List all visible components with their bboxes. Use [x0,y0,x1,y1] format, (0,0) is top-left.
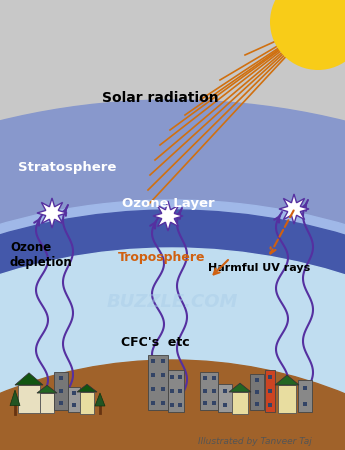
Text: BUZZLE.COM: BUZZLE.COM [106,293,238,311]
Bar [151,400,155,405]
Bar [268,388,272,392]
Circle shape [0,248,345,450]
Text: Ozone Layer: Ozone Layer [122,197,214,210]
Circle shape [270,0,345,70]
Bar [59,376,63,380]
Bar [303,386,307,390]
Bar [170,388,174,392]
Bar [265,370,275,412]
Text: Stratosphere: Stratosphere [18,162,116,175]
Bar [178,374,182,378]
Bar [211,376,216,380]
Bar [170,374,174,378]
Bar [161,360,165,364]
Bar [18,385,40,413]
Bar [200,372,218,410]
Bar [218,384,232,412]
Polygon shape [15,373,43,385]
Polygon shape [279,194,309,224]
Polygon shape [77,384,97,392]
Bar [151,373,155,377]
Polygon shape [275,375,299,385]
Polygon shape [95,393,105,406]
Bar [268,402,272,406]
Polygon shape [10,390,20,405]
Circle shape [0,100,345,450]
Bar [211,388,216,392]
Bar [54,372,68,410]
Bar [268,374,272,378]
Circle shape [0,210,345,450]
Bar [170,402,174,406]
Bar [72,391,76,395]
Bar [223,402,227,406]
Bar [151,387,155,391]
Bar [255,378,259,382]
Bar [298,380,312,412]
Text: Solar radiation: Solar radiation [102,91,218,105]
Bar [203,401,207,405]
Polygon shape [229,383,251,392]
Bar [255,390,259,393]
Bar [59,388,63,392]
Bar [223,388,227,392]
Bar [59,401,63,405]
Bar [232,392,248,414]
Text: Illustrated by Tanveer Taj: Illustrated by Tanveer Taj [198,437,312,446]
Bar [255,401,259,405]
Circle shape [0,200,345,450]
Circle shape [0,360,345,450]
Bar [40,393,54,413]
Bar [168,370,184,412]
Text: Troposphere: Troposphere [118,252,206,265]
Bar [161,387,165,391]
Bar [178,402,182,406]
Bar [203,376,207,380]
Polygon shape [37,385,57,393]
Polygon shape [37,198,67,228]
Text: CFC's  etc: CFC's etc [121,336,189,348]
Text: Ozone
depletion: Ozone depletion [10,241,73,269]
Bar [303,401,307,405]
Bar [72,403,76,407]
Bar [250,374,264,410]
Bar [68,387,80,412]
Text: Harmful UV rays: Harmful UV rays [208,263,310,273]
Bar [178,388,182,392]
Bar [203,388,207,392]
Bar [151,360,155,364]
Bar [148,355,168,410]
Bar [80,392,94,414]
Bar [161,400,165,405]
Bar [278,385,296,413]
Polygon shape [153,201,183,231]
Bar [211,401,216,405]
Bar [161,373,165,377]
